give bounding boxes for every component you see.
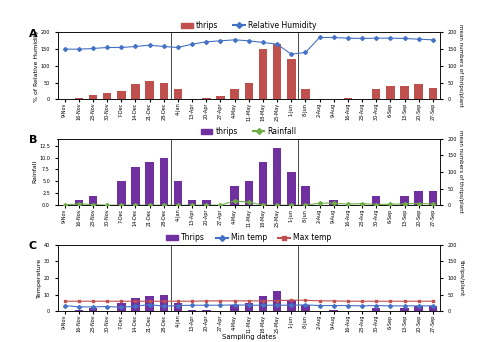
Bar: [88, 95, 97, 99]
Legend: thrips, Rainfall: thrips, Rainfall: [198, 124, 300, 139]
Text: dry hot season: dry hot season: [214, 253, 255, 258]
Bar: [287, 300, 296, 311]
Y-axis label: Rainfall: Rainfall: [32, 160, 38, 183]
Bar: [103, 93, 112, 99]
Text: C: C: [29, 241, 37, 251]
Text: dry cool season: dry cool season: [92, 253, 136, 258]
Bar: [88, 308, 97, 311]
Bar: [188, 98, 196, 99]
Bar: [174, 89, 182, 99]
Bar: [117, 91, 126, 99]
Bar: [400, 308, 409, 311]
Bar: [330, 98, 338, 99]
Bar: [258, 162, 267, 205]
Bar: [202, 200, 210, 205]
Bar: [414, 191, 423, 205]
Text: dry cool season: dry cool season: [92, 147, 136, 152]
Bar: [146, 162, 154, 205]
Bar: [230, 305, 239, 311]
Text: dry hot season: dry hot season: [214, 147, 255, 152]
Bar: [258, 49, 267, 99]
Bar: [202, 310, 210, 311]
Bar: [287, 59, 296, 99]
Bar: [273, 291, 281, 311]
Bar: [428, 191, 437, 205]
Y-axis label: Temperature: Temperature: [37, 258, 42, 298]
Bar: [287, 172, 296, 205]
Legend: thrips, Relative Humidity: thrips, Relative Humidity: [178, 18, 320, 33]
Bar: [244, 82, 253, 99]
X-axis label: Sampling dates: Sampling dates: [222, 334, 276, 340]
Bar: [131, 167, 140, 205]
Bar: [117, 303, 126, 311]
Bar: [188, 200, 196, 205]
Bar: [372, 308, 380, 311]
Bar: [273, 148, 281, 205]
Bar: [330, 310, 338, 311]
Bar: [60, 98, 69, 99]
Bar: [117, 181, 126, 205]
Bar: [174, 303, 182, 311]
Bar: [230, 89, 239, 99]
Bar: [146, 81, 154, 99]
Bar: [344, 97, 352, 99]
Bar: [74, 200, 83, 205]
Bar: [131, 298, 140, 311]
Text: B: B: [29, 135, 37, 145]
Bar: [146, 296, 154, 311]
Legend: Thrips, Min temp, Max temp: Thrips, Min temp, Max temp: [164, 230, 334, 245]
Y-axis label: mean numbers of thrips/plant: mean numbers of thrips/plant: [458, 131, 464, 213]
Bar: [400, 86, 409, 99]
Bar: [428, 88, 437, 99]
Bar: [386, 86, 394, 99]
Bar: [160, 294, 168, 311]
Bar: [414, 306, 423, 311]
Bar: [372, 196, 380, 205]
Bar: [202, 97, 210, 99]
Bar: [414, 84, 423, 99]
Bar: [160, 82, 168, 99]
Bar: [330, 200, 338, 205]
Bar: [216, 96, 224, 99]
Bar: [174, 181, 182, 205]
Bar: [400, 196, 409, 205]
Bar: [301, 89, 310, 99]
Bar: [188, 310, 196, 311]
Bar: [74, 97, 83, 99]
Y-axis label: % of Relative Humidity: % of Relative Humidity: [34, 30, 39, 102]
Bar: [131, 84, 140, 99]
Bar: [258, 296, 267, 311]
Bar: [244, 303, 253, 311]
Bar: [273, 44, 281, 99]
Bar: [160, 158, 168, 205]
Bar: [244, 181, 253, 205]
Bar: [74, 310, 83, 311]
Text: rainy season: rainy season: [352, 253, 387, 258]
Text: rainy season: rainy season: [352, 147, 387, 152]
Bar: [301, 305, 310, 311]
Bar: [428, 306, 437, 311]
Y-axis label: thrips/plant: thrips/plant: [458, 260, 464, 296]
Bar: [230, 186, 239, 205]
Y-axis label: mean numbers of thrips/plant: mean numbers of thrips/plant: [458, 25, 464, 107]
Bar: [301, 186, 310, 205]
Text: A: A: [29, 29, 38, 39]
Bar: [372, 89, 380, 99]
Bar: [88, 196, 97, 205]
